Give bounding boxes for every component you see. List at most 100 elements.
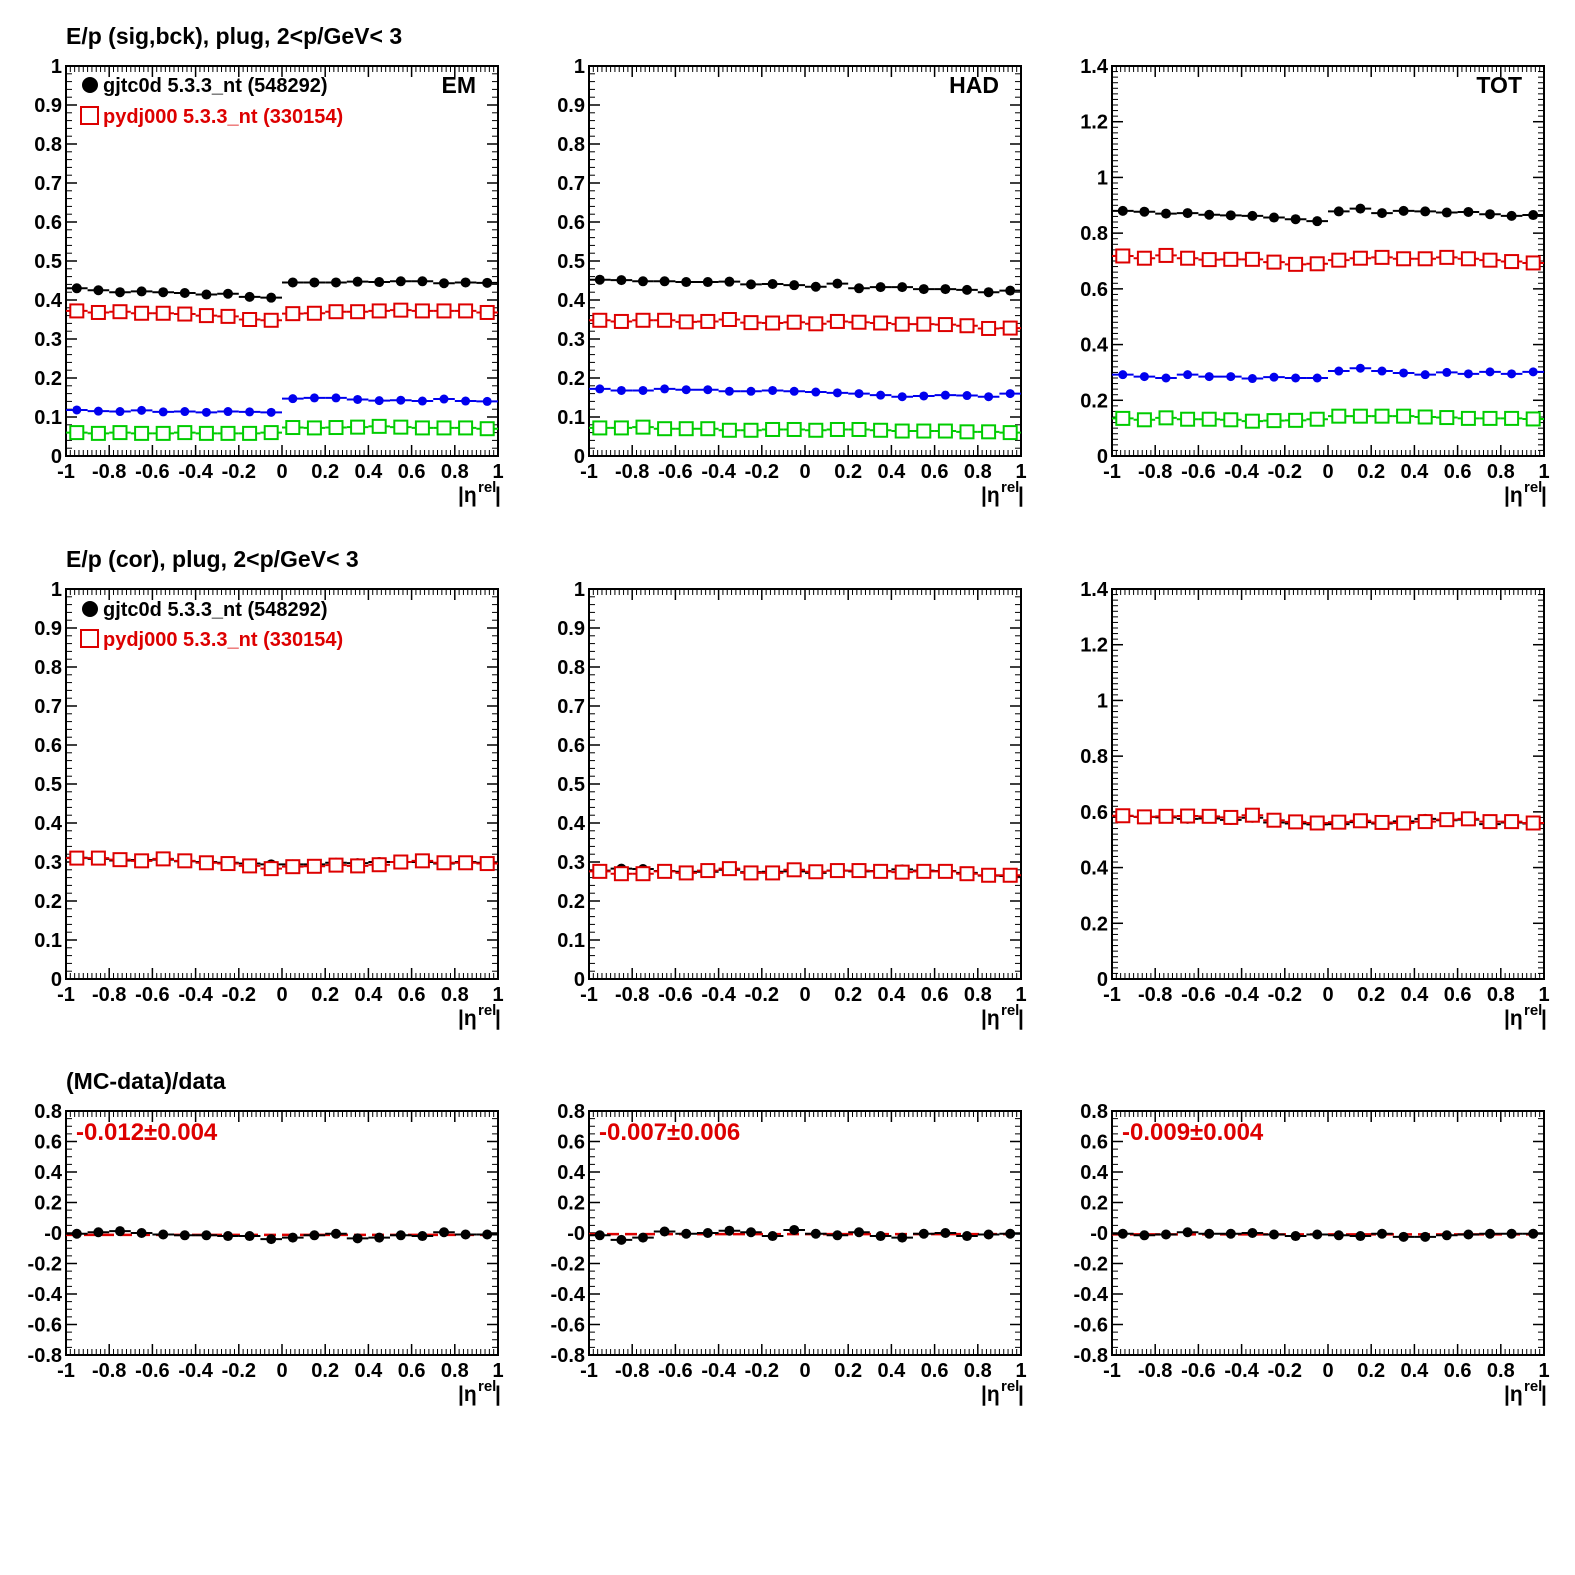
y-tick-label: 0.2 xyxy=(557,368,585,390)
y-tick-label: 1 xyxy=(51,579,62,601)
panel-label-had: HAD xyxy=(949,72,999,98)
data-point xyxy=(179,287,190,298)
data-point xyxy=(1334,366,1344,376)
data-point xyxy=(479,856,495,872)
x-tick-label: -0.4 xyxy=(1224,1360,1259,1382)
panel-label-em: EM xyxy=(442,72,477,98)
data-point xyxy=(810,281,821,292)
data-point xyxy=(937,423,953,439)
data-point xyxy=(1439,410,1455,426)
data-point xyxy=(393,854,409,870)
data-point xyxy=(832,388,842,398)
data-point xyxy=(1291,373,1301,383)
data-point xyxy=(482,277,493,288)
data-point xyxy=(1355,1231,1366,1242)
data-point xyxy=(1352,813,1368,829)
data-point xyxy=(201,289,212,300)
data-point xyxy=(894,316,910,332)
data-point xyxy=(1005,389,1015,399)
data-point xyxy=(765,315,781,331)
data-point xyxy=(112,852,128,868)
data-point xyxy=(959,424,975,440)
x-tick-label: -0.4 xyxy=(1224,984,1259,1006)
data-point xyxy=(458,420,474,436)
data-point xyxy=(223,1231,233,1242)
x-tick-label: -0.2 xyxy=(1268,1360,1302,1382)
data-point xyxy=(1118,370,1128,380)
data-point xyxy=(134,853,150,869)
x-tick-label: 0.4 xyxy=(354,461,383,483)
series-3 xyxy=(589,419,1021,441)
data-point xyxy=(875,282,886,293)
data-point xyxy=(1331,814,1347,830)
data-point xyxy=(1333,1230,1344,1241)
y-tick-label: 0.7 xyxy=(557,696,585,718)
data-point xyxy=(681,385,691,395)
y-tick-label: -0 xyxy=(1090,1223,1108,1245)
data-point xyxy=(1396,251,1412,267)
data-point xyxy=(700,313,716,329)
data-point xyxy=(1482,252,1498,268)
y-tick-label: 0.1 xyxy=(34,407,62,429)
x-tick-label: 0 xyxy=(1322,461,1333,483)
data-point xyxy=(916,863,932,879)
x-tick-label: 0.6 xyxy=(398,984,426,1006)
data-point xyxy=(681,1228,692,1239)
data-point xyxy=(1396,408,1412,424)
data-point xyxy=(1244,413,1260,429)
data-point xyxy=(1269,212,1279,223)
x-axis-label-superscript: rel xyxy=(1524,479,1542,496)
data-point xyxy=(1247,374,1257,384)
data-point xyxy=(331,1228,341,1239)
series-0 xyxy=(1112,1227,1544,1242)
panel-em: 00.10.20.30.40.50.60.70.80.91-1 -0.8 -0.6-… xyxy=(34,56,503,507)
data-point xyxy=(959,866,975,882)
y-tick-label: 0.9 xyxy=(557,95,585,117)
data-point xyxy=(638,385,648,395)
data-point xyxy=(940,284,951,295)
x-axis-label-end: | xyxy=(1018,1383,1024,1406)
data-point xyxy=(223,407,233,417)
data-point xyxy=(983,1229,994,1240)
data-point xyxy=(940,1228,951,1238)
x-tick-label: 0.2 xyxy=(311,461,339,483)
y-tick-label: 0.6 xyxy=(34,735,62,757)
legend-mc-label: pydj000 5.3.3_nt (330154) xyxy=(103,106,343,128)
y-tick-label: 1 xyxy=(574,579,585,601)
data-point xyxy=(482,1229,493,1240)
legend-mc-label: pydj000 5.3.3_nt (330154) xyxy=(103,629,343,651)
data-point xyxy=(1460,410,1476,426)
data-point xyxy=(134,305,150,321)
x-tick-label: -0.2 xyxy=(745,1360,779,1382)
data-point xyxy=(263,312,279,328)
x-axis-label-superscript: rel xyxy=(1001,479,1019,496)
data-point xyxy=(482,396,492,406)
x-tick-label: 1 xyxy=(1015,1360,1026,1382)
data-point xyxy=(660,384,670,394)
y-tick-label: 1.2 xyxy=(1080,635,1108,657)
x-tick-label: 0.6 xyxy=(921,984,949,1006)
x-tick-label: -0.2 xyxy=(222,984,256,1006)
x-tick-label: 0.8 xyxy=(441,984,469,1006)
data-point xyxy=(1463,1229,1474,1240)
data-point xyxy=(1182,1227,1193,1238)
y-tick-label: 0.7 xyxy=(34,696,62,718)
data-point xyxy=(223,288,233,299)
data-point xyxy=(1266,812,1282,828)
data-point xyxy=(829,863,845,879)
data-point xyxy=(1201,411,1217,427)
data-point xyxy=(789,1224,800,1235)
legend-data-label: gjtc0d 5.3.3_nt (548292) xyxy=(103,599,328,621)
data-point xyxy=(721,861,737,877)
y-tick-label: 0.8 xyxy=(557,657,585,679)
series-2 xyxy=(1112,363,1544,384)
data-point xyxy=(436,303,452,319)
data-point xyxy=(93,285,104,296)
x-tick-label: 0.6 xyxy=(398,461,426,483)
x-tick-label: 0.8 xyxy=(441,1360,469,1382)
data-point xyxy=(287,1232,298,1243)
x-tick-label: 0 xyxy=(276,1360,287,1382)
data-point xyxy=(460,277,471,288)
data-point xyxy=(242,312,258,327)
data-point xyxy=(1417,409,1433,425)
